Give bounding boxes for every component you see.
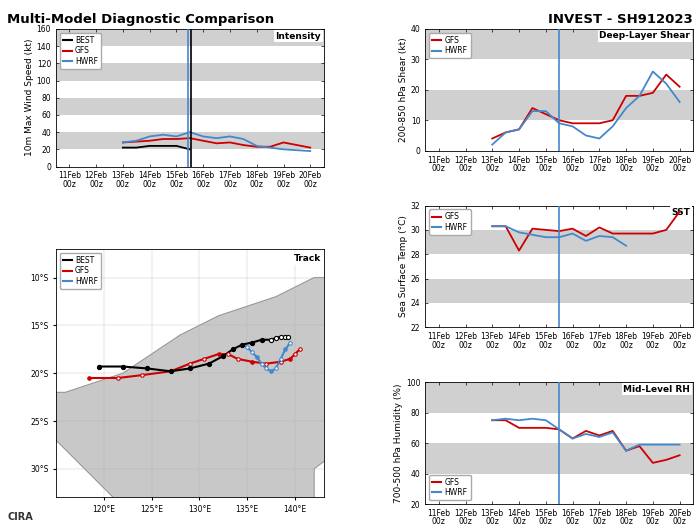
Text: Mid-Level RH: Mid-Level RH xyxy=(624,385,690,394)
Bar xyxy=(426,120,693,151)
Legend: BEST, GFS, HWRF: BEST, GFS, HWRF xyxy=(60,33,102,69)
Y-axis label: 10m Max Wind Speed (kt): 10m Max Wind Speed (kt) xyxy=(25,39,34,156)
Text: CIRA: CIRA xyxy=(7,512,33,522)
Legend: BEST, GFS, HWRF: BEST, GFS, HWRF xyxy=(60,253,102,289)
Bar xyxy=(426,413,693,443)
Text: Multi-Model Diagnostic Comparison: Multi-Model Diagnostic Comparison xyxy=(7,13,274,26)
Bar xyxy=(426,382,693,413)
Bar xyxy=(56,115,323,132)
Bar xyxy=(56,132,323,149)
Legend: GFS, HWRF: GFS, HWRF xyxy=(429,33,470,58)
Bar xyxy=(426,230,693,254)
Y-axis label: 200-850 hPa Shear (kt): 200-850 hPa Shear (kt) xyxy=(399,37,408,142)
Polygon shape xyxy=(46,278,429,507)
Y-axis label: 700-500 hPa Humidity (%): 700-500 hPa Humidity (%) xyxy=(394,383,403,503)
Bar xyxy=(426,205,693,230)
Bar xyxy=(426,474,693,504)
Text: SST: SST xyxy=(671,208,690,217)
Bar xyxy=(56,98,323,115)
Text: Intensity: Intensity xyxy=(275,32,321,40)
Legend: GFS, HWRF: GFS, HWRF xyxy=(429,475,470,500)
Bar xyxy=(56,80,323,98)
Y-axis label: Sea Surface Temp (°C): Sea Surface Temp (°C) xyxy=(399,215,408,318)
Bar xyxy=(426,29,693,59)
Text: INVEST - SH912023: INVEST - SH912023 xyxy=(548,13,693,26)
Bar xyxy=(426,303,693,328)
Bar xyxy=(426,59,693,90)
Bar xyxy=(56,64,323,80)
Bar xyxy=(426,254,693,279)
Legend: GFS, HWRF: GFS, HWRF xyxy=(429,209,470,235)
Bar xyxy=(426,443,693,474)
Bar xyxy=(56,149,323,166)
Bar xyxy=(56,29,323,46)
Bar xyxy=(56,46,323,64)
Text: Track: Track xyxy=(294,254,321,263)
Bar xyxy=(426,90,693,120)
Bar xyxy=(426,279,693,303)
Text: Deep-Layer Shear: Deep-Layer Shear xyxy=(599,32,690,40)
